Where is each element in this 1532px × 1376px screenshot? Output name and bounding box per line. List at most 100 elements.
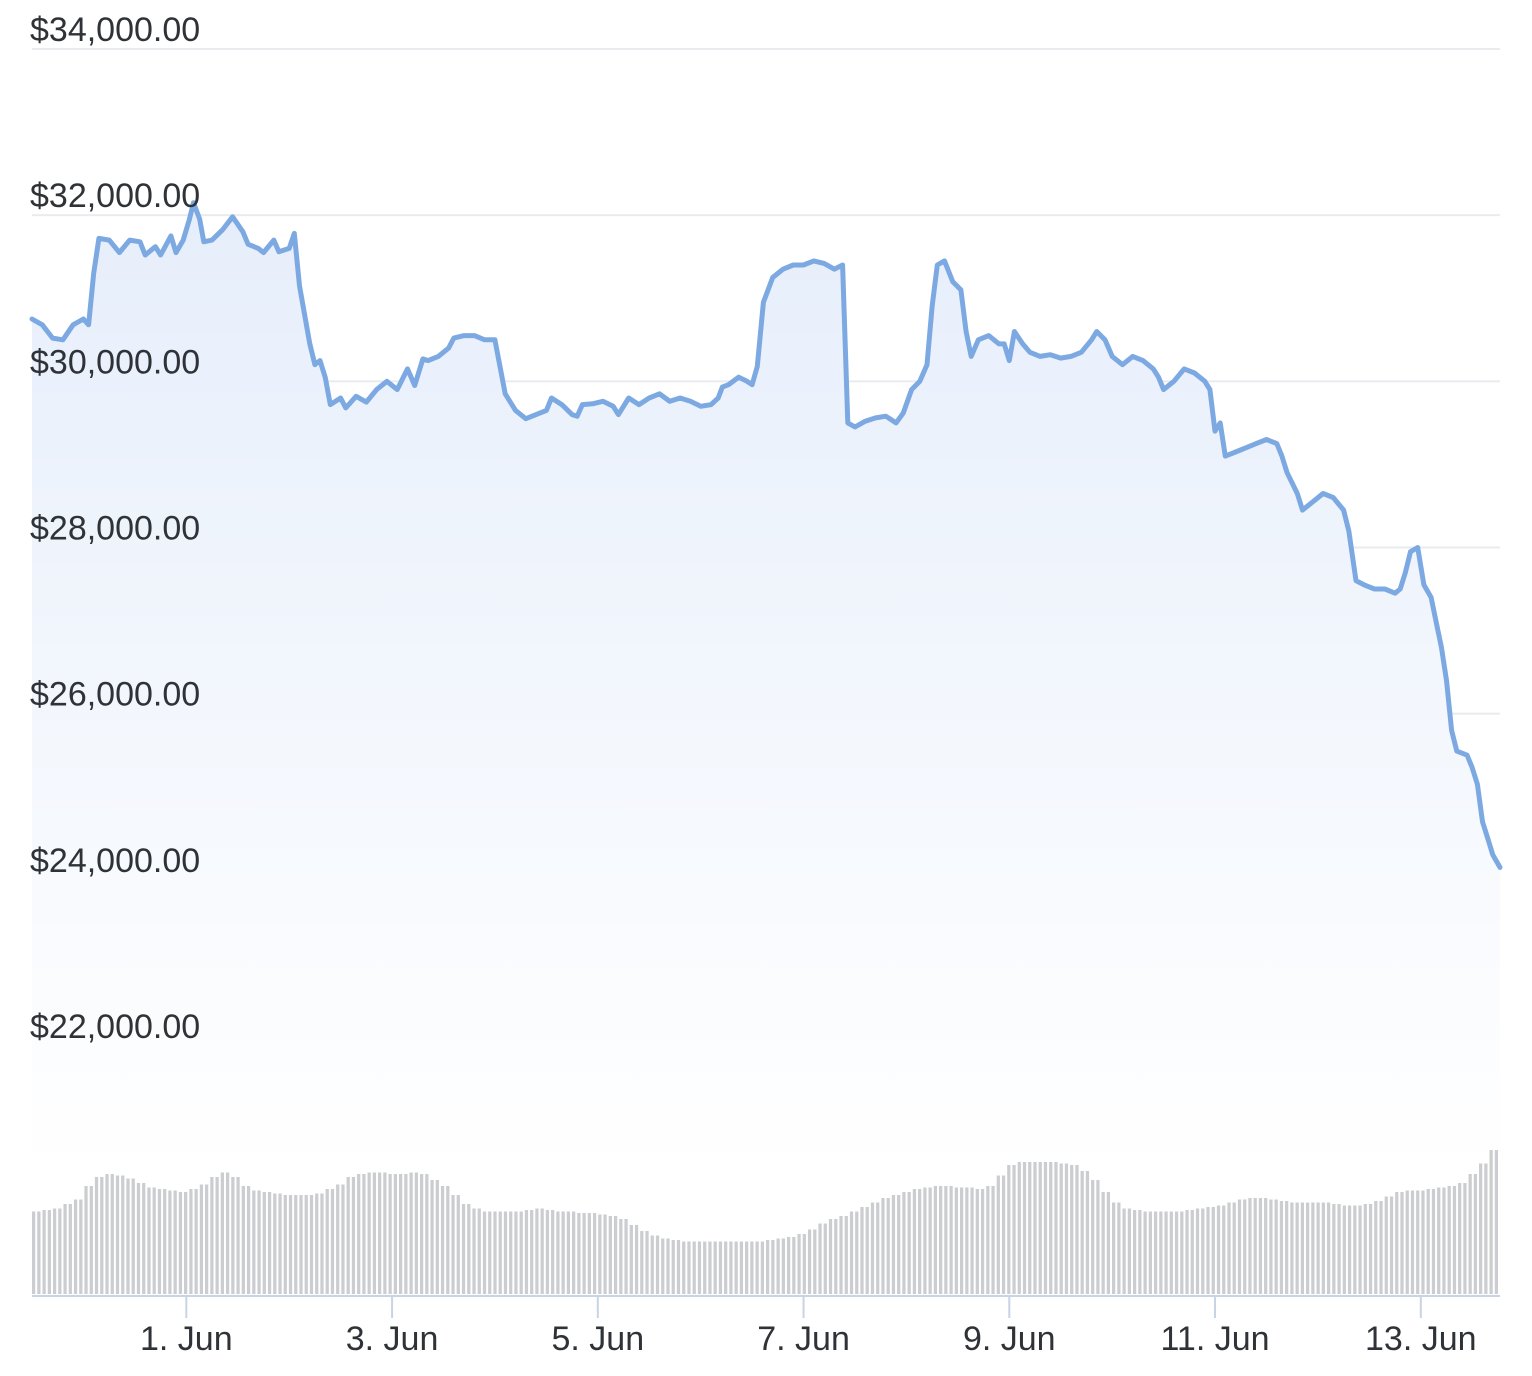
volume-bar bbox=[739, 1241, 744, 1294]
volume-bar bbox=[89, 1186, 93, 1294]
volume-bar bbox=[1206, 1207, 1210, 1294]
volume-bar bbox=[1043, 1162, 1048, 1294]
volume-bar bbox=[1463, 1183, 1467, 1294]
volume-bar bbox=[655, 1235, 660, 1294]
volume-bar bbox=[676, 1240, 681, 1294]
y-tick-label: $22,000.00 bbox=[30, 1008, 200, 1046]
volume-bar bbox=[267, 1192, 272, 1294]
volume-bar bbox=[724, 1241, 728, 1294]
volume-bar bbox=[63, 1204, 67, 1294]
volume-bar bbox=[986, 1186, 990, 1294]
volume-bar bbox=[661, 1238, 665, 1294]
volume-bar bbox=[1054, 1162, 1058, 1294]
volume-bar bbox=[666, 1238, 670, 1294]
x-tick-label: 5. Jun bbox=[551, 1320, 644, 1358]
volume-bar bbox=[634, 1225, 639, 1294]
x-tick-label: 7. Jun bbox=[757, 1320, 850, 1358]
volume-bar bbox=[1148, 1211, 1152, 1294]
volume-bar bbox=[1347, 1205, 1352, 1294]
volume-bar bbox=[1473, 1174, 1478, 1294]
volume-bar bbox=[147, 1187, 151, 1294]
volume-bar bbox=[1232, 1202, 1236, 1294]
volume-bar bbox=[126, 1178, 130, 1294]
volume-bar bbox=[949, 1186, 953, 1294]
volume-bar bbox=[1410, 1190, 1415, 1294]
volume-bar bbox=[1096, 1180, 1100, 1294]
volume-bar bbox=[566, 1211, 571, 1294]
y-tick-label: $30,000.00 bbox=[30, 343, 200, 381]
volume-bar bbox=[168, 1190, 172, 1294]
volume-bar bbox=[708, 1241, 712, 1294]
volume-bar bbox=[383, 1172, 387, 1294]
volume-bar bbox=[1416, 1190, 1420, 1294]
volume-bar bbox=[682, 1241, 686, 1294]
volume-bar bbox=[121, 1175, 125, 1294]
volume-bar bbox=[750, 1241, 754, 1294]
volume-bar bbox=[729, 1241, 733, 1294]
volume-bar bbox=[273, 1193, 277, 1294]
y-axis-labels: $22,000.00 $24,000.00 $26,000.00 $28,000.00… bbox=[30, 11, 200, 1046]
volume-bar bbox=[105, 1174, 109, 1294]
volume-bar bbox=[933, 1186, 938, 1294]
y-tick-label: $26,000.00 bbox=[30, 676, 200, 714]
volume-bar bbox=[766, 1240, 770, 1294]
volume-bar bbox=[136, 1183, 141, 1294]
volume-bar bbox=[1248, 1198, 1252, 1294]
volume-bar bbox=[68, 1204, 72, 1294]
price-area bbox=[32, 202, 1500, 1171]
volume-bar bbox=[73, 1199, 78, 1294]
volume-bar bbox=[713, 1241, 717, 1294]
volume-bar bbox=[886, 1198, 890, 1294]
volume-bar bbox=[1452, 1186, 1457, 1294]
volume-bar bbox=[897, 1195, 901, 1294]
volume-bar bbox=[1138, 1210, 1142, 1294]
volume-bar bbox=[482, 1211, 487, 1294]
price-line bbox=[29, 200, 1503, 870]
volume-bar bbox=[1311, 1202, 1315, 1294]
volume-bar bbox=[865, 1207, 869, 1294]
volume-bar bbox=[624, 1219, 628, 1294]
volume-bar bbox=[902, 1192, 906, 1294]
volume-bar bbox=[184, 1192, 188, 1294]
volume-bar bbox=[1484, 1163, 1488, 1294]
volume-bar bbox=[461, 1204, 466, 1294]
volume-bar bbox=[225, 1172, 230, 1294]
volume-bar bbox=[304, 1195, 308, 1294]
volume-bar bbox=[288, 1195, 293, 1294]
volume-bar bbox=[1117, 1202, 1121, 1294]
volume-bar bbox=[246, 1186, 251, 1294]
volume-bar bbox=[928, 1187, 932, 1294]
volume-bar bbox=[734, 1241, 738, 1294]
volume-bar bbox=[996, 1175, 1000, 1294]
volume-bar bbox=[100, 1177, 104, 1294]
volume-bar bbox=[79, 1199, 83, 1294]
volume-bar bbox=[388, 1174, 392, 1294]
volume-bar bbox=[823, 1223, 827, 1294]
volume-bar bbox=[881, 1198, 885, 1294]
volume-bar bbox=[629, 1225, 633, 1294]
volume-bar bbox=[173, 1190, 177, 1294]
volume-bar bbox=[456, 1195, 460, 1294]
volume-bar bbox=[619, 1219, 623, 1294]
volume-bar bbox=[697, 1241, 702, 1294]
volume-bar bbox=[419, 1174, 424, 1294]
volume-bar bbox=[1395, 1192, 1399, 1294]
volume-bar bbox=[1122, 1208, 1126, 1294]
volume-bar bbox=[1337, 1204, 1341, 1294]
volume-bar bbox=[1085, 1171, 1090, 1294]
volume-bar bbox=[718, 1241, 723, 1294]
volume-bar bbox=[771, 1240, 775, 1294]
volume-bar bbox=[959, 1187, 964, 1294]
volume-bar bbox=[524, 1210, 529, 1294]
volume-bar bbox=[1306, 1202, 1310, 1294]
volume-bar bbox=[477, 1208, 481, 1294]
volume-bar bbox=[210, 1177, 214, 1294]
volume-bar bbox=[1447, 1186, 1451, 1294]
volume-bar bbox=[252, 1190, 256, 1294]
volume-bar bbox=[315, 1193, 319, 1294]
volume-bar bbox=[283, 1195, 287, 1294]
volume-bar bbox=[834, 1219, 838, 1294]
volume-bar bbox=[346, 1177, 350, 1294]
x-tick-label: 9. Jun bbox=[963, 1320, 1056, 1358]
volume-bar bbox=[32, 1211, 36, 1294]
